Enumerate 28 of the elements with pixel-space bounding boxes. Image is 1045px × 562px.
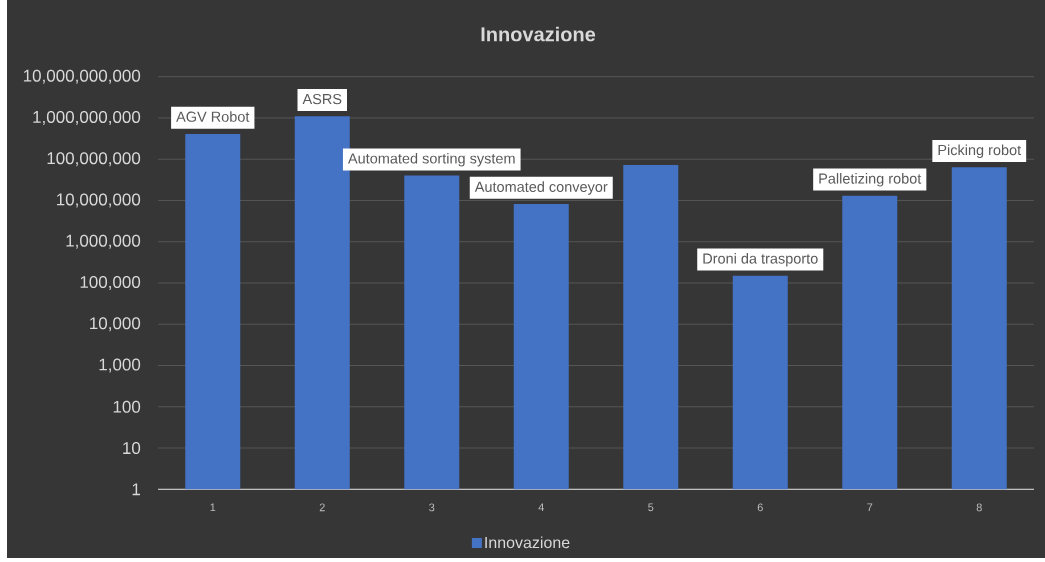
x-tick-label: 5 bbox=[648, 503, 654, 512]
y-tick-label: 1,000,000,000 bbox=[33, 110, 141, 125]
x-tick-label: 3 bbox=[429, 503, 435, 512]
legend-label: Innovazione bbox=[485, 536, 570, 549]
y-tick-label: 1 bbox=[132, 483, 140, 496]
annotation: Palletizing robot bbox=[819, 173, 922, 187]
y-tick-label: 100 bbox=[113, 400, 141, 413]
y-tick-label: 10,000 bbox=[90, 317, 141, 332]
y-tick-label: 100,000,000 bbox=[47, 152, 141, 167]
y-tick-label: 1,000,000 bbox=[66, 234, 141, 249]
chart-title: Innovazione bbox=[481, 26, 596, 42]
y-tick-label: 10 bbox=[123, 442, 141, 455]
annotation: Automated conveyor bbox=[474, 181, 608, 195]
annotation: AGV Robot bbox=[176, 111, 250, 122]
y-tick-label: 10,000,000 bbox=[57, 193, 141, 208]
y-tick-label: 100,000 bbox=[80, 275, 141, 290]
annotation: Automated sorting system bbox=[347, 152, 515, 167]
x-tick-label: 8 bbox=[976, 503, 982, 512]
x-tick-label: 6 bbox=[757, 503, 763, 512]
x-tick-label: 4 bbox=[538, 503, 544, 512]
y-tick-label: 1,000 bbox=[99, 358, 141, 373]
annotation: Droni da trasporto bbox=[703, 253, 818, 267]
x-tick-label: 7 bbox=[867, 503, 873, 512]
y-tick-label: 10,000,000,000 bbox=[23, 69, 141, 84]
annotation: ASRS bbox=[302, 93, 342, 105]
x-tick-label: 1 bbox=[210, 503, 216, 512]
x-tick-label: 2 bbox=[319, 503, 325, 512]
annotation: Picking robot bbox=[938, 144, 1022, 159]
